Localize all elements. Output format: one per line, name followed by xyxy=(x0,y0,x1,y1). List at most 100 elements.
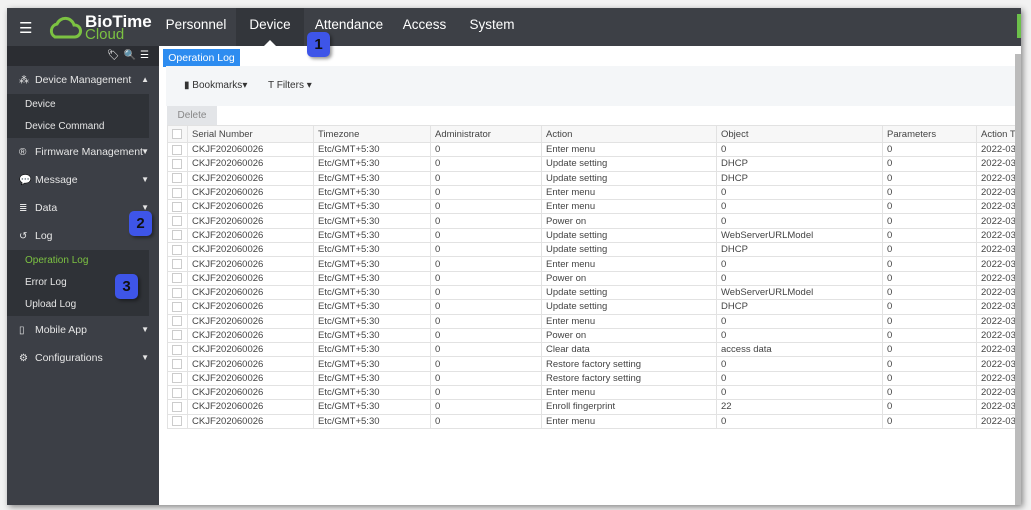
row-checkbox[interactable] xyxy=(172,316,182,327)
table-row[interactable]: CKJF202060026 Etc/GMT+5:30 0 Update setting… xyxy=(167,299,1021,315)
table-row[interactable]: CKJF202060026 Etc/GMT+5:30 0 Enter menu 0 0 20… xyxy=(167,413,1021,429)
table-row[interactable]: CKJF202060026 Etc/GMT+5:30 0 Enter menu 0 0 20… xyxy=(167,256,1021,272)
column-header[interactable]: Timezone xyxy=(313,125,431,143)
row-checkbox[interactable] xyxy=(172,201,182,212)
table-cell: CKJF202060026 xyxy=(187,141,314,158)
table-row[interactable]: CKJF202060026 Etc/GMT+5:30 0 Enter menu 0 0 20… xyxy=(167,184,1021,201)
row-checkbox[interactable] xyxy=(172,259,182,269)
column-header[interactable]: Parameters xyxy=(882,125,977,143)
row-checkbox[interactable] xyxy=(172,187,182,198)
filters-label: Filters xyxy=(276,80,304,91)
row-checkbox[interactable] xyxy=(172,387,182,398)
row-checkbox[interactable] xyxy=(172,173,182,184)
table-row[interactable]: CKJF202060026 Etc/GMT+5:30 0 Update setting… xyxy=(167,284,1021,301)
table-cell: Power on xyxy=(541,327,717,344)
table-cell: 0 xyxy=(882,270,977,286)
table-cell: Etc/GMT+5:30 xyxy=(313,342,431,358)
search-icon[interactable]: 🔍 xyxy=(123,50,141,61)
table-row[interactable]: CKJF202060026 Etc/GMT+5:30 0 Restore factor… xyxy=(167,356,1021,372)
nav-personnel[interactable]: Personnel xyxy=(165,17,227,32)
sidebar-item-upload-log[interactable]: Upload Log xyxy=(25,299,77,310)
table-row[interactable]: CKJF202060026 Etc/GMT+5:30 0 Clear data acce… xyxy=(167,342,1021,358)
sidebar-group-log[interactable]: ↺ Log xyxy=(7,222,159,250)
row-checkbox[interactable] xyxy=(172,416,182,427)
table-row[interactable]: CKJF202060026 Etc/GMT+5:30 0 Update setting… xyxy=(167,170,1021,186)
sidebar-group-data[interactable]: ≣ Data ▼ xyxy=(7,194,159,222)
table-cell: Etc/GMT+5:30 xyxy=(313,270,431,286)
table-row[interactable]: CKJF202060026 Etc/GMT+5:30 0 Update setting… xyxy=(167,242,1021,258)
row-checkbox[interactable] xyxy=(172,359,182,370)
table-row[interactable]: CKJF202060026 Etc/GMT+5:30 0 Enroll fingerp… xyxy=(167,399,1021,415)
nav-device[interactable]: Device xyxy=(236,8,304,46)
table-row[interactable]: CKJF202060026 Etc/GMT+5:30 0 Update setting… xyxy=(167,156,1021,172)
row-checkbox[interactable] xyxy=(172,330,182,341)
row-checkbox[interactable] xyxy=(172,287,182,298)
sidebar-group-configurations[interactable]: ⚙ Configurations ▼ xyxy=(7,344,159,372)
hamburger-menu-icon[interactable]: ☰ xyxy=(19,20,33,37)
vertical-scrollbar[interactable] xyxy=(1015,54,1021,505)
group-label: Configurations xyxy=(35,352,103,364)
nav-system[interactable]: System xyxy=(469,17,515,32)
row-checkbox[interactable] xyxy=(172,401,182,412)
table-cell: CKJF202060026 xyxy=(187,184,314,201)
table-cell: 2022-03-08 xyxy=(976,184,1021,201)
list-icon[interactable]: ☰ xyxy=(140,50,153,61)
table-cell: 0 xyxy=(430,270,542,286)
user-button[interactable] xyxy=(1017,14,1021,38)
delete-button[interactable]: Delete xyxy=(167,106,217,125)
table-row[interactable]: CKJF202060026 Etc/GMT+5:30 0 Enter menu 0 0 20… xyxy=(167,141,1021,158)
row-checkbox[interactable] xyxy=(172,144,182,155)
table-row[interactable]: CKJF202060026 Etc/GMT+5:30 0 Power on 0 0 2022… xyxy=(167,213,1021,229)
table-row[interactable]: CKJF202060026 Etc/GMT+5:30 0 Power on 0 0 2022… xyxy=(167,327,1021,344)
table-cell: 0 xyxy=(430,256,542,272)
checkbox-cell xyxy=(167,199,188,215)
sidebar-item-device[interactable]: Device xyxy=(25,99,56,110)
table-cell: 0 xyxy=(716,356,883,372)
table-cell: 0 xyxy=(716,413,883,429)
sidebar-group-firmware[interactable]: ® Firmware Management ▼ xyxy=(7,138,159,166)
sidebar-item-device-command[interactable]: Device Command xyxy=(25,121,105,132)
nav-access[interactable]: Access xyxy=(402,17,447,32)
table-cell: 0 xyxy=(430,156,542,172)
table-cell: Etc/GMT+5:30 xyxy=(313,385,431,401)
column-header[interactable]: Action Time xyxy=(976,125,1021,143)
table-row[interactable]: CKJF202060026 Etc/GMT+5:30 0 Enter menu 0 0 20… xyxy=(167,313,1021,329)
tag-icon[interactable]: 🏷 xyxy=(106,50,124,61)
row-checkbox[interactable] xyxy=(172,344,182,355)
table-row[interactable]: CKJF202060026 Etc/GMT+5:30 0 Enter menu 0 0 20… xyxy=(167,199,1021,215)
nav-attendance[interactable]: Attendance xyxy=(314,17,384,32)
row-checkbox[interactable] xyxy=(172,373,182,384)
table-cell: 0 xyxy=(430,213,542,229)
sidebar-group-mobile-app[interactable]: ▯ Mobile App ▼ xyxy=(7,316,159,344)
sidebar-group-device-management[interactable]: ⁂ Device Management ▲ xyxy=(7,66,159,94)
column-header[interactable]: Serial Number xyxy=(187,125,314,143)
sidebar-item-operation-log[interactable]: Operation Log xyxy=(25,255,89,266)
table-cell: 0 xyxy=(430,356,542,372)
caret-down-icon: ▼ xyxy=(141,325,149,334)
bookmarks-dropdown[interactable]: ▮ Bookmarks▾ xyxy=(184,80,248,91)
row-checkbox[interactable] xyxy=(172,230,182,241)
table-row[interactable]: CKJF202060026 Etc/GMT+5:30 0 Enter menu 0 0 20… xyxy=(167,385,1021,401)
row-checkbox[interactable] xyxy=(172,244,182,255)
sidebar-group-message[interactable]: 💬 Message ▼ xyxy=(7,166,159,194)
table-cell: access data xyxy=(716,342,883,358)
table-row[interactable]: CKJF202060026 Etc/GMT+5:30 0 Power on 0 0 2022… xyxy=(167,270,1021,286)
table-cell: 0 xyxy=(716,256,883,272)
sidebar-item-error-log[interactable]: Error Log xyxy=(25,277,67,288)
column-header[interactable]: Action xyxy=(541,125,717,143)
table-cell: Enroll fingerprint xyxy=(541,399,717,415)
table-cell: 0 xyxy=(430,141,542,158)
row-checkbox[interactable] xyxy=(172,273,182,284)
row-checkbox[interactable] xyxy=(172,158,182,169)
select-all-checkbox[interactable] xyxy=(172,128,182,139)
column-header[interactable]: Object xyxy=(716,125,883,143)
row-checkbox[interactable] xyxy=(172,216,182,227)
tab-operation-log[interactable]: Operation Log xyxy=(163,49,240,67)
table-row[interactable]: CKJF202060026 Etc/GMT+5:30 0 Restore factor… xyxy=(167,370,1021,387)
table-row[interactable]: CKJF202060026 Etc/GMT+5:30 0 Update setting… xyxy=(167,227,1021,244)
column-header[interactable]: Administrator xyxy=(430,125,542,143)
table-cell: 2022-03-08 xyxy=(976,170,1021,186)
row-checkbox[interactable] xyxy=(172,301,182,312)
checkbox-cell xyxy=(167,270,188,286)
filters-dropdown[interactable]: T Filters ▾ xyxy=(268,80,312,91)
